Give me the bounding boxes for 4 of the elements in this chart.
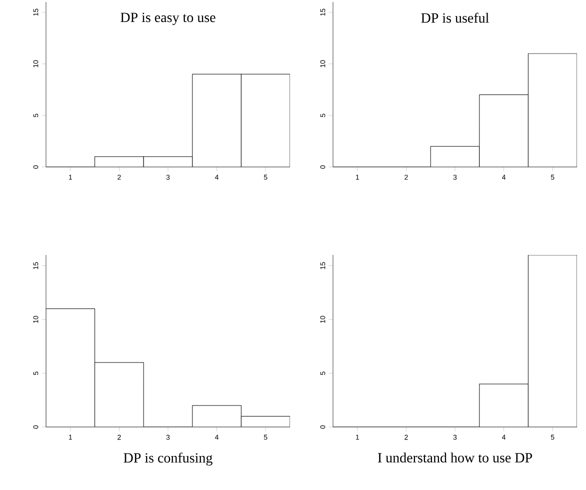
text: DP is useful: [421, 12, 489, 23]
x-axis-title: I understand how to use DP: [378, 452, 532, 462]
text: DP is easy to use: [120, 12, 216, 26]
x-axis-title: DP is confusing: [124, 452, 212, 466]
